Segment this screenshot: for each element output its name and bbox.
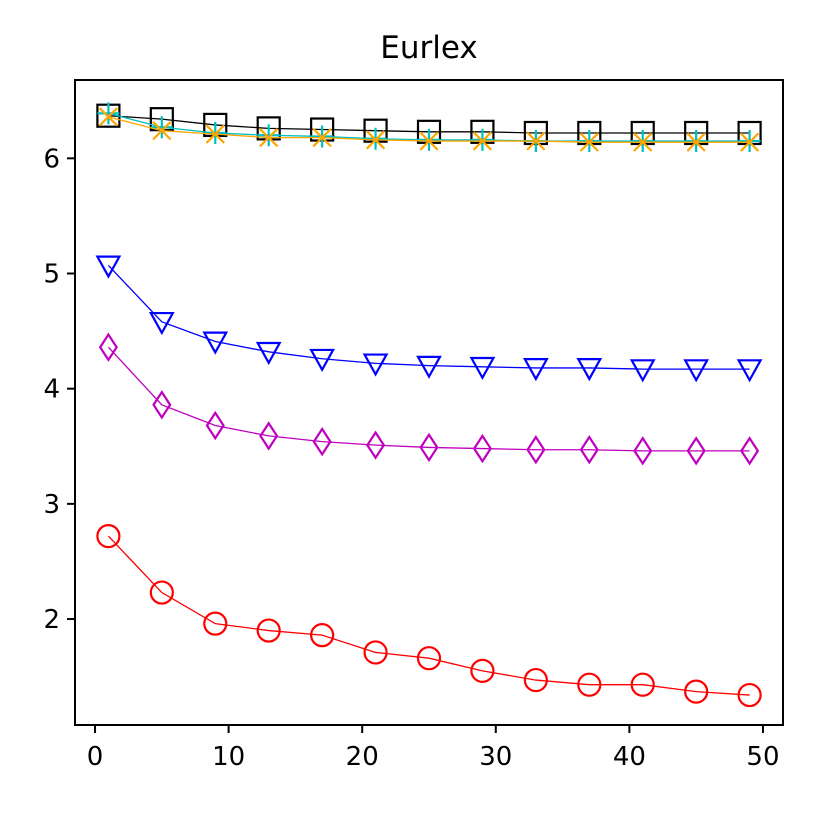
data-point bbox=[419, 131, 439, 151]
series-line bbox=[107, 264, 750, 370]
series bbox=[95, 255, 763, 383]
data-point bbox=[684, 679, 709, 704]
y-tick-label: 3 bbox=[43, 490, 60, 520]
data-point bbox=[522, 358, 549, 382]
data-point bbox=[202, 331, 229, 355]
data-point bbox=[97, 102, 120, 125]
data-point bbox=[737, 682, 762, 708]
data-point bbox=[98, 332, 118, 362]
data-point bbox=[579, 132, 599, 152]
data-point bbox=[149, 580, 174, 605]
data-point bbox=[577, 672, 602, 697]
data-point bbox=[205, 124, 225, 144]
plot-area bbox=[95, 102, 763, 708]
data-point bbox=[95, 255, 122, 279]
data-point bbox=[96, 524, 121, 549]
data-point bbox=[150, 116, 173, 139]
data-point bbox=[740, 132, 760, 152]
data-point bbox=[148, 311, 175, 336]
data-point bbox=[259, 128, 279, 148]
data-point bbox=[472, 131, 493, 151]
data-point bbox=[152, 390, 172, 420]
data-point bbox=[312, 128, 332, 148]
data-point bbox=[362, 353, 389, 377]
data-point bbox=[257, 124, 280, 147]
series-line bbox=[107, 535, 750, 696]
data-point bbox=[633, 132, 653, 152]
data-point bbox=[416, 646, 442, 671]
data-point bbox=[576, 358, 603, 382]
x-tick-label: 50 bbox=[746, 742, 779, 772]
x-axis: 0 10 20 30 40 50 bbox=[87, 725, 780, 772]
x-tick-label: 30 bbox=[479, 742, 512, 772]
data-point bbox=[630, 672, 655, 697]
data-point bbox=[469, 356, 496, 381]
data-point bbox=[203, 611, 228, 636]
x-tick-label: 20 bbox=[346, 742, 379, 772]
y-axis: 2 3 4 5 6 bbox=[43, 144, 75, 635]
data-point bbox=[256, 618, 281, 643]
data-point bbox=[312, 426, 332, 457]
data-point bbox=[255, 341, 282, 366]
data-point bbox=[419, 432, 439, 463]
data-point bbox=[309, 348, 336, 372]
data-point bbox=[686, 436, 706, 466]
y-tick-label: 2 bbox=[43, 605, 60, 635]
series-line bbox=[107, 346, 750, 452]
data-point bbox=[740, 436, 760, 466]
data-point bbox=[736, 359, 763, 383]
data-point bbox=[259, 421, 279, 451]
x-tick-label: 10 bbox=[212, 742, 245, 772]
y-tick-label: 5 bbox=[43, 260, 60, 290]
data-point bbox=[363, 640, 388, 665]
data-point bbox=[152, 121, 172, 141]
data-point bbox=[629, 359, 656, 383]
data-point bbox=[310, 623, 335, 648]
x-tick-label: 0 bbox=[87, 742, 104, 772]
series bbox=[98, 332, 760, 466]
series bbox=[98, 107, 760, 152]
y-tick-label: 4 bbox=[43, 375, 60, 405]
series bbox=[97, 102, 761, 153]
data-point bbox=[205, 410, 225, 441]
plot-frame bbox=[74, 79, 784, 726]
series bbox=[96, 524, 762, 708]
data-point bbox=[365, 130, 386, 150]
data-point bbox=[472, 433, 492, 464]
data-point bbox=[683, 359, 710, 383]
data-point bbox=[686, 132, 706, 152]
data-point bbox=[416, 355, 442, 379]
x-tick-label: 40 bbox=[613, 742, 646, 772]
data-point bbox=[98, 107, 118, 127]
data-point bbox=[523, 667, 548, 693]
data-point bbox=[579, 435, 599, 465]
data-point bbox=[526, 131, 546, 151]
chart-title: Eurlex bbox=[380, 30, 477, 66]
data-point bbox=[526, 435, 546, 465]
y-tick-label: 6 bbox=[43, 144, 60, 174]
data-point bbox=[470, 658, 495, 683]
data-point bbox=[633, 436, 653, 466]
data-point bbox=[366, 430, 386, 460]
